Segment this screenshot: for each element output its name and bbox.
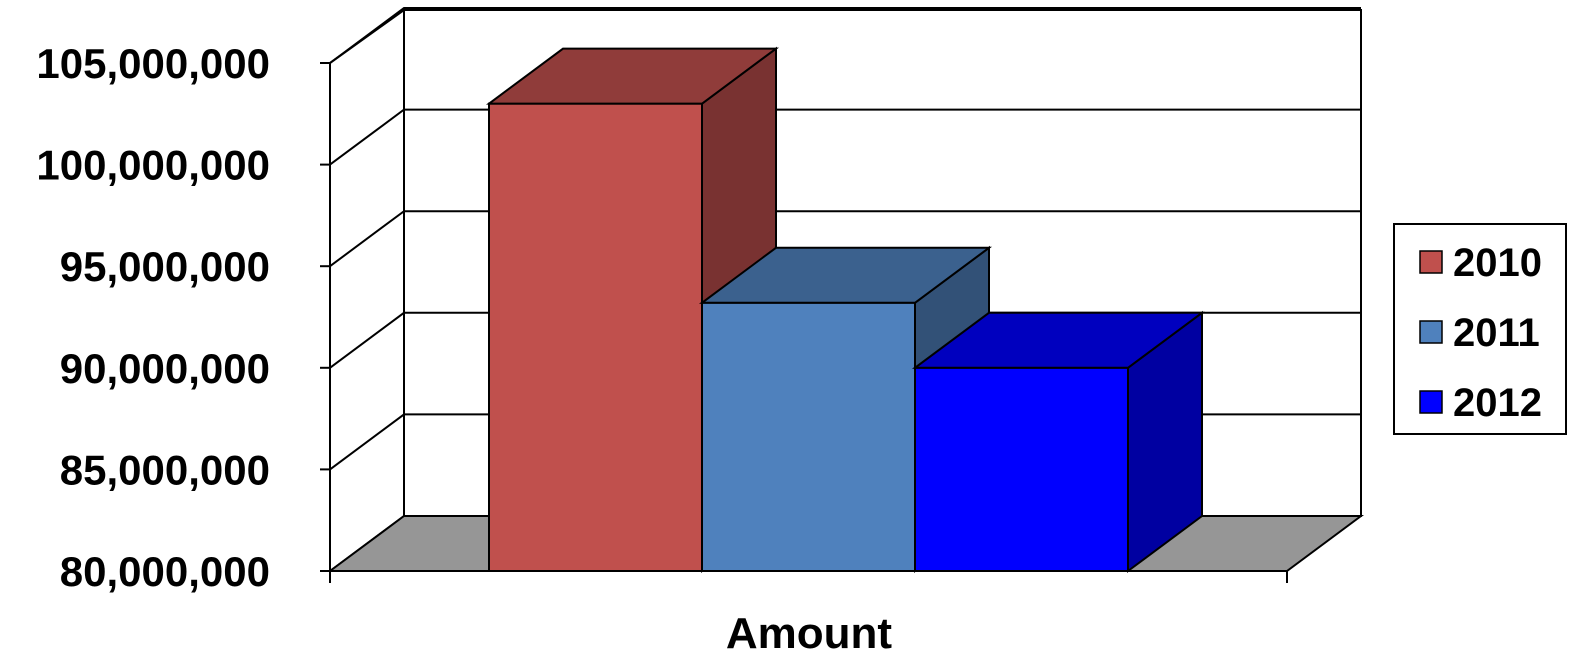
bar-2012 (911, 310, 1206, 573)
gridline (329, 7, 1361, 64)
category-label: Amount (726, 609, 893, 657)
bar-top-2010 (485, 47, 780, 105)
y-tick-label: 100,000,000 (36, 142, 270, 189)
bar-front-2010 (488, 102, 703, 572)
y-tick-label: 95,000,000 (60, 243, 270, 290)
bar-front-2012 (914, 366, 1129, 572)
y-tick-label: 90,000,000 (60, 345, 270, 392)
legend-label-2011: 2011 (1453, 311, 1540, 355)
legend-label-2010: 2010 (1453, 241, 1542, 285)
gridline (329, 210, 1361, 268)
legend-swatch-2012 (1419, 390, 1443, 414)
gridline (329, 108, 1361, 166)
bar-front-2011 (701, 301, 916, 572)
legend-swatch-2011 (1419, 320, 1443, 344)
bar-top-2011 (698, 246, 993, 304)
y-tick-label: 80,000,000 (60, 548, 270, 595)
bar-top-2012 (911, 311, 1206, 369)
bars (485, 46, 1206, 573)
y-tick-label: 105,000,000 (36, 40, 270, 87)
legend: 2010 2011 2012 (1393, 223, 1567, 435)
y-axis: 80,000,000 85,000,000 90,000,000 95,000,000… (36, 40, 1288, 595)
legend-swatch-2010 (1419, 250, 1443, 274)
side-wall (329, 8, 405, 573)
legend-label-2012: 2012 (1453, 381, 1542, 425)
y-tick-label: 85,000,000 (60, 446, 270, 493)
